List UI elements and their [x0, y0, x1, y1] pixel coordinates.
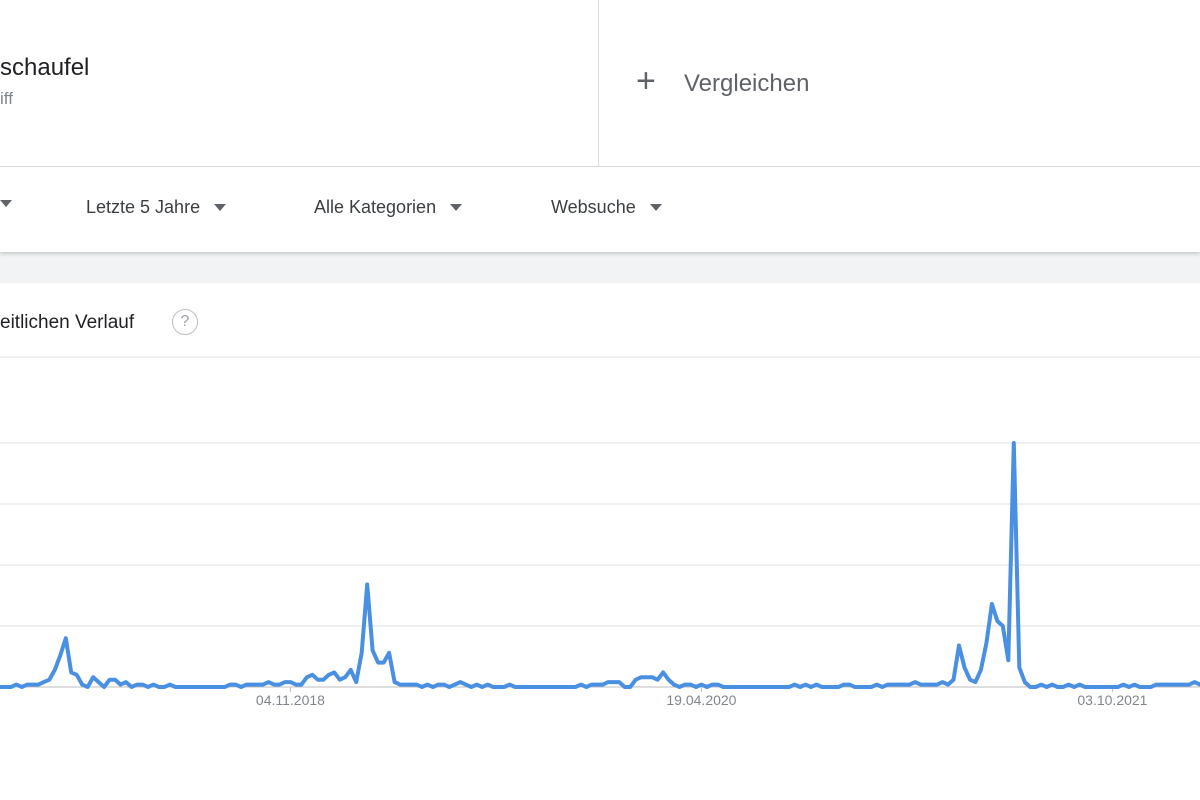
search-term-type: iff	[0, 89, 13, 108]
compare-button[interactable]	[600, 0, 1200, 166]
region-filter-dropdown[interactable]	[0, 200, 12, 207]
search-type-dropdown[interactable]: Websuche	[551, 197, 662, 218]
time-range-dropdown[interactable]: Letzte 5 Jahre	[86, 197, 227, 218]
plus-icon[interactable]: +	[636, 62, 656, 100]
time-range-label: Letzte 5 Jahre	[86, 197, 201, 217]
chevron-down-icon	[649, 204, 662, 211]
search-type-label: Websuche	[551, 197, 636, 217]
chevron-down-icon	[214, 204, 227, 211]
chevron-down-icon	[450, 204, 463, 211]
category-dropdown[interactable]: Alle Kategorien	[314, 197, 463, 218]
chevron-down-icon	[0, 200, 12, 207]
header-divider	[0, 166, 1200, 167]
compare-label[interactable]: Vergleichen	[684, 70, 810, 97]
section-separator	[0, 252, 1200, 283]
chart-title: eitlichen Verlauf	[0, 312, 135, 333]
interest-over-time-card	[0, 283, 1200, 800]
search-term-name[interactable]: schaufel	[0, 54, 90, 81]
category-label: Alle Kategorien	[314, 197, 437, 217]
help-icon[interactable]: ?	[172, 309, 198, 335]
search-term-card[interactable]	[0, 0, 599, 166]
filter-bar: Letzte 5 Jahre Alle Kategorien Websuche	[0, 167, 1200, 252]
